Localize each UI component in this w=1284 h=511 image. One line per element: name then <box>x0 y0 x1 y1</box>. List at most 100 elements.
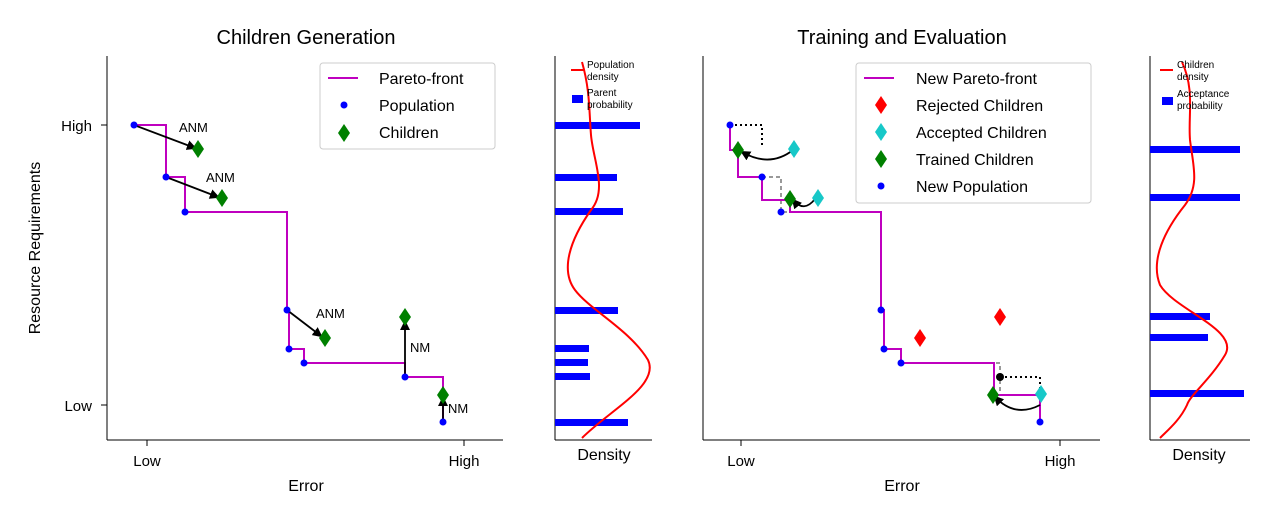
left-ylabel: Resource Requirements <box>27 162 44 335</box>
left-anm-arrow-2 <box>165 176 220 199</box>
legend-new-population-swatch <box>877 182 885 190</box>
right-panel-title: Training and Evaluation <box>797 27 1006 49</box>
removed-population-point <box>996 373 1004 381</box>
left-nm-label-1: NM <box>410 340 430 355</box>
legend-population-label: Population <box>379 98 455 115</box>
right-accepted-children <box>788 140 1047 403</box>
legend-trained-swatch <box>875 150 887 168</box>
dotted-connector <box>1000 376 1041 395</box>
left-panel-title: Children Generation <box>217 27 396 49</box>
new-population-point <box>897 359 905 367</box>
acceptance-probability-bar <box>1150 334 1208 341</box>
legend-rejected-label: Rejected Children <box>916 98 1043 115</box>
right-xlabel: Error <box>884 478 920 495</box>
child-diamond <box>399 308 411 326</box>
legend-parent-probability-label-1: Parent <box>587 88 617 99</box>
legend-population-density-label-2: density <box>587 72 619 83</box>
trained-child-diamond <box>732 141 744 159</box>
parent-probability-bar <box>555 307 618 314</box>
legend-population-swatch <box>340 101 348 109</box>
left-children-points <box>192 140 449 404</box>
legend-rejected-swatch <box>875 96 887 114</box>
right-legend-box <box>855 62 1092 204</box>
left-anm-arrow-1 <box>133 124 197 150</box>
right-density-xlabel: Density <box>1172 447 1225 464</box>
training-arrow-3 <box>993 395 1041 411</box>
left-anm-label-2: ANM <box>206 170 235 185</box>
accepted-child-diamond <box>812 189 824 207</box>
right-new-population-points <box>726 121 1044 426</box>
right-new-pareto-front <box>729 125 1041 422</box>
rejected-child-diamond <box>914 329 926 347</box>
left-density-panel: Density Population density Parent probab… <box>554 56 652 464</box>
new-population-point <box>777 208 785 216</box>
legend-children-label: Children <box>379 125 439 142</box>
accepted-child-diamond <box>788 140 800 158</box>
left-density-xlabel: Density <box>577 447 630 464</box>
right-xtick-label-low: Low <box>727 453 755 470</box>
population-point <box>401 373 409 381</box>
legend-new-population-label: New Population <box>916 179 1028 196</box>
legend-acceptance-prob-swatch <box>1162 97 1173 105</box>
acceptance-probability-bar <box>1150 146 1240 153</box>
legend-accepted-swatch <box>875 123 887 141</box>
new-population-point <box>877 306 885 314</box>
population-point <box>285 345 293 353</box>
training-arrow-1 <box>740 149 794 161</box>
left-ytick-label-high: High <box>61 118 92 135</box>
legend-trained-label: Trained Children <box>916 152 1034 169</box>
left-ytick-label-low: Low <box>64 398 92 415</box>
left-anm-label-3: ANM <box>316 306 345 321</box>
left-panel: Children Generation High Low Low High Er… <box>27 27 503 495</box>
acceptance-probability-bars <box>1150 146 1244 397</box>
population-point <box>130 121 138 129</box>
parent-probability-bar <box>555 419 628 426</box>
left-anm-label-1: ANM <box>179 120 208 135</box>
right-rejected-children <box>914 308 1006 347</box>
population-density-curve <box>566 61 651 439</box>
right-density-legend: Children density Acceptance probability <box>1160 60 1230 112</box>
population-point <box>283 306 291 314</box>
acceptance-probability-bar <box>1150 313 1210 320</box>
accepted-child-diamond <box>1035 385 1047 403</box>
child-diamond <box>319 329 331 347</box>
left-xtick-label-high: High <box>449 453 480 470</box>
dotted-connector <box>730 124 763 148</box>
left-anm-arrow-3 <box>286 309 323 338</box>
right-trained-children <box>732 141 999 404</box>
child-diamond <box>216 189 228 207</box>
legend-acceptance-probability-label-2: probability <box>1177 101 1223 112</box>
legend-children-density-label-1: Children <box>1177 60 1214 71</box>
left-population-points <box>130 121 447 426</box>
legend-acceptance-probability-label-1: Acceptance <box>1177 89 1230 100</box>
legend-accepted-label: Accepted Children <box>916 125 1047 142</box>
acceptance-probability-bar <box>1150 390 1244 397</box>
parent-probability-bar <box>555 359 588 366</box>
left-xtick-label-low: Low <box>133 453 161 470</box>
population-point <box>300 359 308 367</box>
right-xtick-label-high: High <box>1045 453 1076 470</box>
left-legend-box <box>319 62 496 150</box>
new-population-point <box>726 121 734 129</box>
child-diamond <box>192 140 204 158</box>
left-xlabel: Error <box>288 478 324 495</box>
parent-probability-bar <box>555 345 589 352</box>
children-density-curve <box>1155 61 1229 439</box>
new-population-point <box>758 173 766 181</box>
new-population-point <box>1036 418 1044 426</box>
parent-probability-bar <box>555 174 617 181</box>
right-panel: Training and Evaluation Low High Error <box>702 27 1100 495</box>
legend-pareto-label: Pareto-front <box>379 71 464 88</box>
legend-new-pareto-label: New Pareto-front <box>916 71 1037 88</box>
trained-child-diamond <box>784 190 796 208</box>
parent-probability-bar <box>555 122 640 129</box>
left-nm-label-2: NM <box>448 401 468 416</box>
left-pareto-front <box>134 124 444 422</box>
legend-parent-probability-label-2: probability <box>587 100 633 111</box>
trained-child-diamond <box>987 386 999 404</box>
child-diamond <box>437 386 449 404</box>
training-arrow-2 <box>791 198 816 210</box>
right-density-panel: Density Children density Acceptance prob… <box>1149 56 1250 464</box>
population-point <box>439 418 447 426</box>
